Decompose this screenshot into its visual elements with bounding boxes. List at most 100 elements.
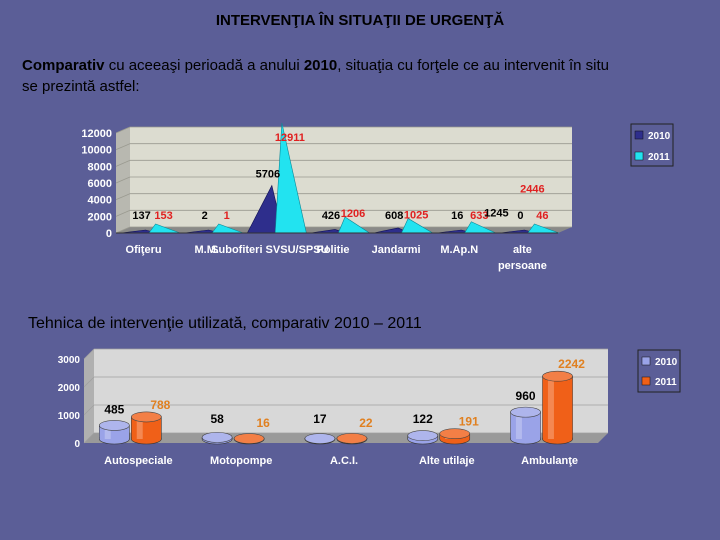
chart2-bar-2010-top	[407, 430, 439, 441]
chart1-gridline-side	[115, 176, 131, 184]
chart1-ytick-label: 12000	[81, 128, 112, 140]
chart2-data-label-2011: 2242	[558, 357, 585, 371]
chart1-category-label: persoane	[498, 260, 547, 272]
chart2-ytick-label: 3000	[58, 355, 81, 366]
chart2-legend-swatch-2010	[641, 356, 651, 366]
chart2-bar-2011-top	[439, 428, 471, 439]
chart2-bar-2010-highlight	[104, 425, 111, 439]
chart2-data-label-2011: 16	[256, 416, 270, 430]
chart2-bar-2011-top-shine	[234, 433, 265, 444]
chart1-category-label: M.M.	[194, 244, 218, 256]
chart2-bar-2010	[510, 406, 541, 445]
intro-line-2: se prezintă astfel:	[22, 78, 140, 95]
chart1-gridline-side	[115, 126, 131, 134]
chart2-bar-2010	[201, 432, 233, 445]
chart2-data-label-2011: 191	[459, 415, 479, 429]
chart2-bar-2011	[542, 370, 573, 445]
intro-line-1: Comparativ cu aceeaşi perioadă a anului …	[22, 55, 720, 76]
intro-part-2: , situaţia cu forţele ce au intervenit î…	[337, 57, 610, 74]
chart1-ytick-label: 2000	[88, 211, 112, 223]
chart2-bar-2011-top	[542, 370, 573, 382]
chart1-data-label-2011: 1206	[341, 208, 365, 220]
chart2-bar-2010-top-shine	[202, 432, 233, 443]
chart2-data-label-2010: 485	[104, 402, 124, 416]
intro-part-1: cu aceeaşi perioadă a anului	[104, 57, 304, 74]
chart2-bar-2011-top	[233, 433, 265, 444]
chart2-legend-swatch-2011	[641, 376, 651, 386]
chart1-legend-label-2011: 2011	[648, 152, 670, 163]
chart1-extra-label-2010: 1245	[484, 208, 508, 220]
chart2-data-label-2010: 960	[516, 389, 536, 403]
chart1-data-label-2010: 5706	[256, 168, 280, 180]
chart2-bar-2010	[407, 430, 439, 445]
chart2-bar-2010-top	[99, 420, 130, 431]
chart1-gridline-side	[115, 209, 131, 217]
chart2-gridline-side	[83, 404, 95, 416]
chart2-bar-2010-highlight	[515, 412, 522, 439]
chart1-data-label-2011: 1025	[404, 209, 428, 221]
chart1-extra-label-2011: 2446	[520, 184, 544, 196]
chart2-bar-2011-top-shine	[336, 433, 367, 444]
chart2-data-label-2010: 122	[413, 412, 433, 426]
chart1-category-label: M.Ap.N	[440, 244, 478, 256]
chart2-category-label: Motopompe	[210, 455, 272, 467]
chart2-data-label-2010: 17	[313, 412, 327, 426]
chart1-legend-label-2010: 2010	[648, 131, 671, 142]
chart1-gridline-side	[115, 143, 131, 151]
chart1-data-label-2011: 153	[154, 210, 172, 222]
chart2-bar-2010-top	[201, 432, 233, 443]
chart2-bar-2011-top	[336, 433, 368, 444]
chart2-ytick-label: 0	[74, 439, 80, 450]
chart1-ytick-label: 8000	[88, 161, 112, 173]
chart2-bar-2011-top-shine	[542, 371, 573, 382]
chart2-bar-2010-top-shine	[304, 433, 335, 444]
chart2-gridline-side	[83, 432, 95, 444]
chart1-data-label-2011: 12911	[275, 132, 305, 144]
chart2-bar-2011	[233, 433, 265, 445]
chart2-legend-label-2010: 2010	[655, 357, 678, 368]
chart2-bar-2010-top	[510, 406, 541, 418]
chart2-bar-2011-fill	[542, 376, 573, 439]
chart1-legend-swatch-2011	[634, 151, 644, 161]
chart2-category-label: A.C.I.	[330, 455, 358, 467]
chart2-category-label: Ambulanţe	[521, 455, 578, 467]
chart2-bar-2011-top	[131, 411, 162, 423]
chart2-bar-2010	[99, 420, 130, 445]
chart2-gridline-side	[83, 348, 95, 360]
chart2-bar-2010	[304, 433, 336, 445]
chart1-data-label-2010: 0	[517, 210, 523, 222]
chart2-bar-2011-highlight	[136, 416, 143, 439]
chart2-bar-2011-top-shine	[131, 411, 162, 422]
intro-text: Comparativ cu aceeaşi perioadă a anului …	[22, 55, 720, 97]
chart1-data-label-2010: 137	[132, 210, 150, 222]
chart2-bar-2011-highlight	[547, 376, 554, 439]
intro-bold-year: 2010	[303, 57, 338, 74]
chart1-category-label: alte	[513, 244, 532, 256]
chart1-data-label-2010: 2	[202, 210, 208, 222]
chart1-ytick-label: 0	[106, 228, 112, 240]
chart2-bar-2011	[439, 428, 471, 445]
chart1-data-label-2011: 633	[470, 210, 488, 222]
chart2-bar-2011	[336, 433, 368, 445]
chart2-data-label-2010: 58	[210, 412, 224, 426]
chart1-gridline-side	[115, 226, 131, 234]
chart1-gridline-side	[115, 193, 131, 201]
chart2-bar-2011-top-shine	[439, 428, 470, 439]
chart2-ytick-label: 2000	[58, 383, 81, 394]
chart2-gridline-side	[83, 376, 95, 388]
chart2-bar-2010-top-shine	[510, 407, 541, 418]
chart1-category-label: Politie	[316, 244, 349, 256]
slide-title: INTERVENŢIA ÎN SITUAŢII DE URGENŢĂ	[215, 12, 505, 29]
chart1-category-label: Ofiţeru	[126, 244, 162, 256]
chart1-data-label-2011: 46	[536, 210, 548, 222]
intro-bold-comparativ: Comparativ	[22, 57, 105, 74]
chart1-legend-swatch-2010	[634, 130, 644, 140]
chart1-data-label-2010: 426	[322, 210, 340, 222]
chart1-data-label-2010: 608	[385, 210, 403, 222]
chart1-data-label-2010: 16	[451, 210, 463, 222]
chart2-bar-2011-fill	[131, 416, 162, 439]
chart2-bar-2010-top	[304, 433, 336, 444]
chart2-category-label: Autospeciale	[104, 455, 172, 467]
